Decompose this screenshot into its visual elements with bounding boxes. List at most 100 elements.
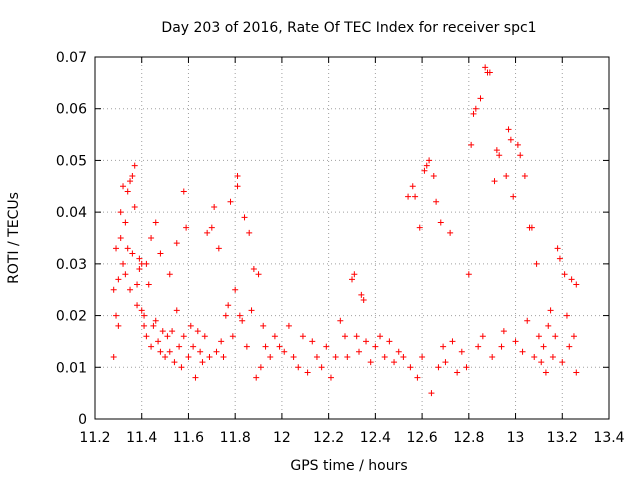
data-point	[120, 183, 127, 190]
data-point	[281, 348, 288, 355]
data-point	[208, 224, 215, 231]
data-point	[449, 338, 456, 345]
data-point	[412, 193, 419, 200]
data-point	[115, 322, 122, 329]
data-point	[304, 369, 311, 376]
data-point	[486, 69, 493, 76]
data-point	[430, 172, 437, 179]
data-point	[234, 172, 241, 179]
data-point	[169, 328, 176, 335]
data-point	[220, 353, 227, 360]
data-point	[407, 364, 414, 371]
x-tick-label: 11.6	[173, 430, 204, 446]
data-point	[489, 353, 496, 360]
data-point	[512, 338, 519, 345]
data-point	[262, 343, 269, 350]
data-point	[552, 333, 559, 340]
data-point	[110, 286, 117, 293]
data-point	[437, 219, 444, 226]
data-point	[171, 359, 178, 366]
data-point	[519, 348, 526, 355]
x-tick-label: 12.8	[453, 430, 484, 446]
data-point	[507, 136, 514, 143]
x-tick-labels: 11.2 11.4 11.6 11.8 12 12.2 12.4 12.6 12.8 13 13.2…	[79, 430, 624, 446]
data-point	[414, 374, 421, 381]
data-point	[367, 359, 374, 366]
data-point	[110, 353, 117, 360]
data-point	[122, 271, 129, 278]
data-point	[257, 364, 264, 371]
data-point	[491, 178, 498, 185]
data-point	[131, 162, 138, 169]
data-point	[213, 348, 220, 355]
data-point	[232, 286, 239, 293]
data-point	[267, 353, 274, 360]
data-point	[145, 281, 152, 288]
data-point	[561, 271, 568, 278]
data-point	[358, 291, 365, 298]
data-point	[225, 302, 232, 309]
y-tick-label: 0	[78, 412, 87, 428]
data-point	[285, 322, 292, 329]
data-point	[503, 172, 510, 179]
data-point	[152, 219, 159, 226]
y-tick-label: 0.06	[56, 102, 87, 118]
data-point	[127, 178, 134, 185]
data-point	[344, 353, 351, 360]
x-tick-label: 12.6	[407, 430, 438, 446]
data-point	[295, 364, 302, 371]
data-point	[353, 333, 360, 340]
data-point	[421, 167, 428, 174]
data-point	[400, 353, 407, 360]
data-point	[201, 333, 208, 340]
data-point	[533, 260, 540, 267]
data-point	[148, 343, 155, 350]
data-point	[248, 307, 255, 314]
data-point	[323, 343, 330, 350]
data-point	[113, 312, 120, 319]
data-point	[360, 297, 367, 304]
data-point	[337, 317, 344, 324]
data-point	[566, 343, 573, 350]
data-point	[155, 338, 162, 345]
x-tick-label: 11.2	[79, 430, 110, 446]
x-tick-label: 11.8	[220, 430, 251, 446]
data-point	[127, 286, 134, 293]
data-point	[299, 333, 306, 340]
data-point	[405, 193, 412, 200]
data-point	[531, 353, 538, 360]
data-point	[190, 343, 197, 350]
data-point	[498, 343, 505, 350]
data-point	[377, 333, 384, 340]
data-point	[218, 338, 225, 345]
data-point	[332, 353, 339, 360]
data-point	[215, 245, 222, 252]
data-point	[148, 235, 155, 241]
data-point	[416, 224, 423, 231]
data-point	[542, 369, 549, 376]
data-point	[152, 317, 159, 324]
data-point	[475, 343, 482, 350]
data-point	[197, 348, 204, 355]
data-point	[157, 250, 164, 257]
x-tick-label: 13.4	[593, 430, 624, 446]
y-tick-label: 0.01	[56, 360, 87, 376]
data-point	[517, 152, 524, 159]
data-point	[465, 271, 472, 278]
data-point	[442, 359, 449, 366]
data-point	[239, 317, 246, 324]
data-point	[386, 338, 393, 345]
data-point	[276, 343, 283, 350]
x-tick-label: 13.2	[547, 430, 578, 446]
data-point	[192, 374, 199, 381]
data-point	[255, 271, 262, 278]
data-point	[549, 353, 556, 360]
data-point	[271, 333, 278, 340]
data-point	[176, 343, 183, 350]
data-point	[260, 322, 267, 329]
data-point	[290, 353, 297, 360]
data-point	[117, 209, 124, 216]
y-tick-label: 0.07	[56, 50, 87, 66]
data-point	[241, 214, 248, 221]
data-point	[117, 235, 124, 241]
